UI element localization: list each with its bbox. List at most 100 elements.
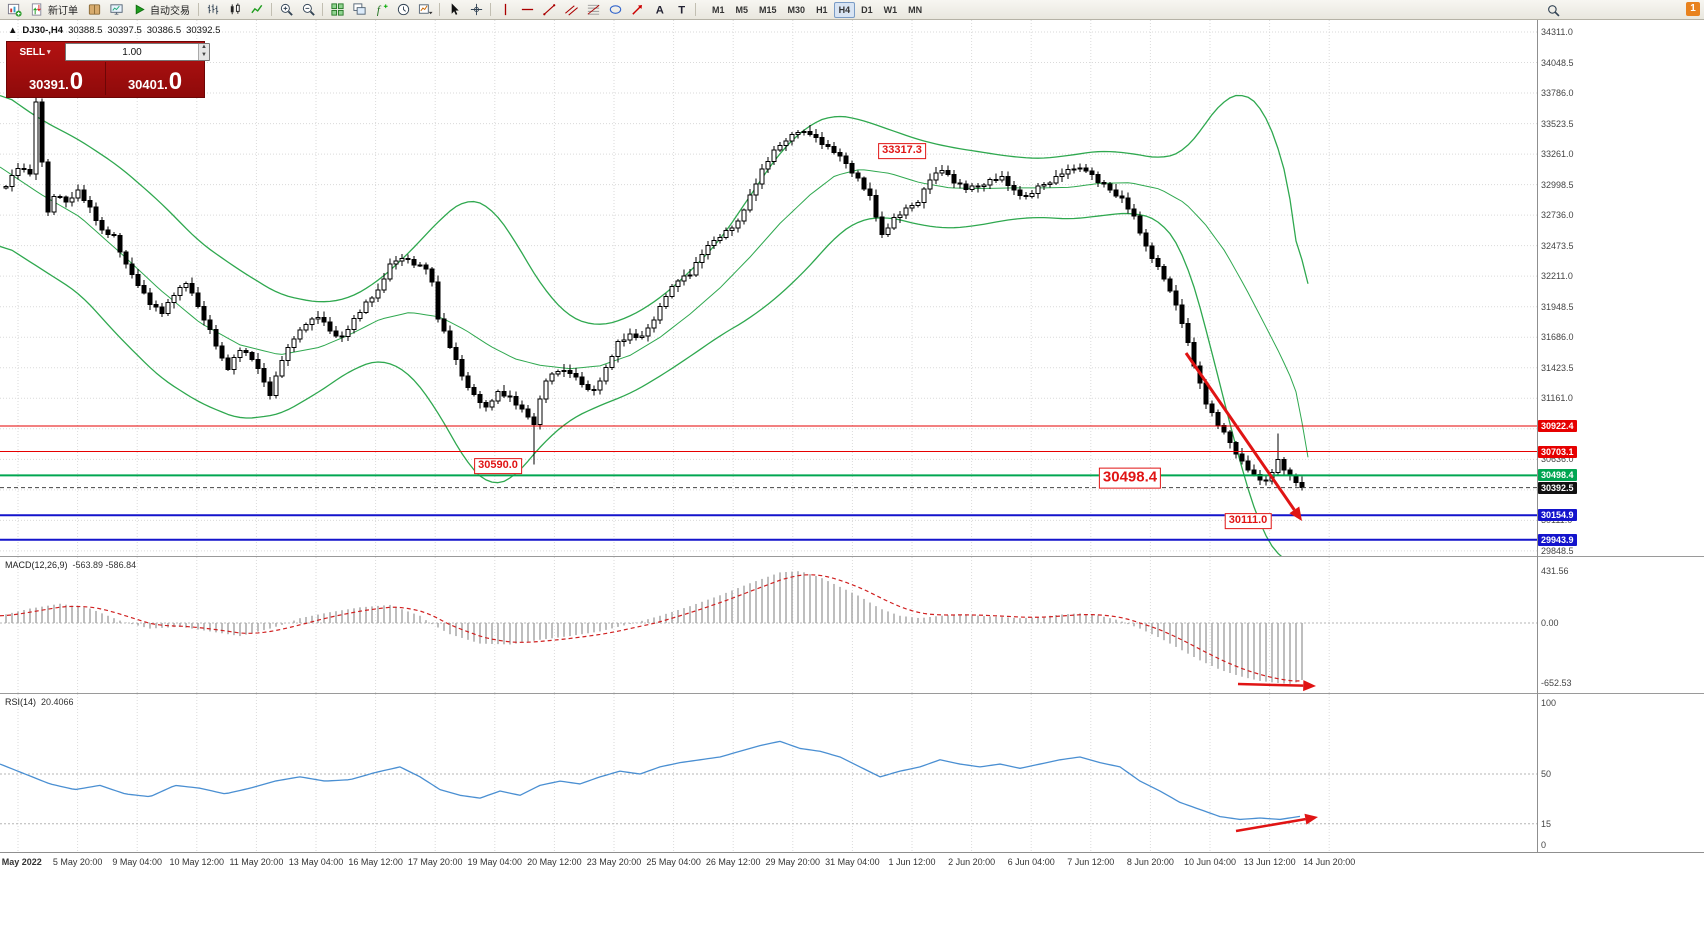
arrows-button[interactable]	[626, 0, 648, 19]
cascade-windows-icon	[352, 3, 366, 15]
volume-stepper[interactable]: ▲ ▼	[198, 44, 209, 60]
crosshair-icon	[470, 3, 482, 16]
pane-separator[interactable]	[0, 556, 1704, 557]
new-order-button[interactable]: 新订单	[25, 0, 83, 19]
fibonacci-button[interactable]	[582, 0, 604, 19]
price-tick: 32473.5	[1541, 240, 1574, 251]
chart-line-button[interactable]	[246, 0, 268, 19]
time-tick: 25 May 04:00	[646, 857, 701, 867]
zoom-in-button[interactable]	[275, 0, 297, 19]
toolbar-separator	[695, 3, 696, 16]
price-tick: 0.00	[1541, 618, 1559, 628]
indicators-button[interactable]: f	[370, 0, 392, 19]
volume-input[interactable]	[66, 44, 198, 60]
timeframe-m15[interactable]: M15	[759, 4, 777, 15]
time-tick: 10 Jun 04:00	[1183, 857, 1237, 867]
indicators-icon: f	[376, 4, 388, 16]
timeframe-h4[interactable]: H4	[833, 1, 856, 18]
chart-bars-button[interactable]	[202, 0, 224, 19]
price-tick: 15	[1541, 818, 1552, 829]
time-tick: 16 May 12:00	[348, 857, 403, 867]
timeframe-h1[interactable]: H1	[816, 4, 828, 15]
shapes-icon	[609, 5, 621, 14]
time-tick: 26 May 12:00	[705, 857, 761, 867]
price-level-badge: 30392.5	[1538, 481, 1577, 494]
channel-button[interactable]	[560, 0, 582, 19]
history-center-button[interactable]	[83, 0, 105, 19]
main-toolbar: 新订单 自动交易 f A T M1 M5 M15 M30 H1 H4 D1 W1 MN 1	[0, 0, 1704, 20]
cascade-windows-button[interactable]	[348, 0, 370, 19]
buy-button[interactable]: BUY ▾	[212, 42, 268, 62]
buy-price[interactable]: 30401. 0	[106, 62, 204, 95]
search-button[interactable]	[1542, 1, 1564, 20]
chart-candles-button[interactable]	[224, 0, 246, 19]
timeframe-toolbar: M1 M5 M15 M30 H1 H4 D1 W1 MN	[707, 1, 927, 18]
sell-label: SELL	[19, 46, 46, 58]
periods-button[interactable]	[392, 0, 414, 19]
price-level-badge: 30498.4	[1538, 469, 1577, 482]
rsi-pane[interactable]	[0, 694, 1537, 852]
rsi-label: RSI(14) 20.4066	[5, 697, 74, 707]
zoom-out-button[interactable]	[297, 0, 319, 19]
time-tick: 10 May 12:00	[169, 857, 225, 867]
buy-price-big: 0	[168, 68, 183, 95]
new-chart-icon	[7, 3, 22, 17]
price-level-badge: 30703.1	[1538, 445, 1577, 458]
volume-up-icon[interactable]: ▲	[201, 44, 207, 50]
new-order-icon	[31, 3, 42, 16]
market-watch-button[interactable]	[105, 0, 127, 19]
toolbar-separator	[198, 3, 199, 16]
text-a-icon: A	[655, 5, 663, 17]
trendline-icon	[542, 4, 555, 16]
shapes-button[interactable]	[604, 0, 626, 19]
timeframe-w1[interactable]: W1	[883, 4, 898, 15]
time-tick: 31 May 04:00	[825, 857, 880, 867]
price-tick: 32736.0	[1541, 210, 1574, 221]
timeframe-mn[interactable]: MN	[908, 4, 923, 15]
main-chart-pane[interactable]	[0, 20, 1537, 556]
price-tick: 33523.5	[1541, 118, 1574, 129]
svg-text:f: f	[376, 4, 381, 16]
toolbar-separator	[439, 3, 440, 16]
pane-separator[interactable]	[0, 693, 1704, 694]
autotrade-icon	[135, 4, 145, 15]
arrows-tool-icon	[631, 5, 642, 15]
tile-windows-button[interactable]	[326, 0, 348, 19]
zoom-out-icon	[302, 3, 315, 16]
notification-badge[interactable]: 1	[1686, 2, 1700, 16]
timeframe-d1[interactable]: D1	[861, 4, 873, 15]
new-chart-button[interactable]	[3, 0, 25, 19]
macd-pane[interactable]	[0, 557, 1537, 693]
timeframe-m1[interactable]: M1	[712, 4, 725, 15]
templates-button[interactable]	[414, 0, 436, 19]
macd-title: MACD(12,26,9)	[5, 560, 68, 570]
sell-button[interactable]: SELL ▾	[7, 42, 63, 62]
timeframe-m5[interactable]: M5	[735, 4, 749, 15]
text-button[interactable]: A	[648, 0, 670, 19]
price-tick: 50	[1541, 769, 1552, 779]
crosshair-button[interactable]	[465, 0, 487, 19]
time-tick: 7 Jun 12:00	[1067, 857, 1115, 867]
horizontal-line-button[interactable]	[516, 0, 538, 19]
rsi-value: 20.4066	[41, 697, 74, 707]
label-button[interactable]: T	[670, 0, 692, 19]
vertical-line-button[interactable]	[494, 0, 516, 19]
templates-icon	[418, 4, 433, 15]
channel-icon	[564, 5, 578, 16]
price-tick: 31161.0	[1541, 393, 1573, 404]
price-tick: 31423.5	[1541, 362, 1574, 373]
price-tick: 33261.0	[1541, 149, 1574, 160]
time-tick: 20 May 12:00	[527, 857, 582, 867]
price-tick: -652.53	[1541, 678, 1572, 688]
trendline-button[interactable]	[538, 0, 560, 19]
toolbar-separator	[322, 3, 323, 16]
volume-down-icon[interactable]: ▼	[201, 52, 207, 58]
price-level-badge: 30922.4	[1538, 420, 1577, 433]
time-tick: 14 Jun 20:00	[1303, 857, 1356, 867]
sell-price[interactable]: 30391. 0	[7, 62, 106, 95]
market-watch-icon	[109, 4, 123, 15]
timeframe-m30[interactable]: M30	[787, 4, 806, 15]
cursor-button[interactable]	[443, 0, 465, 19]
time-tick: 13 May 04:00	[288, 857, 344, 867]
autotrading-button[interactable]: 自动交易	[127, 0, 195, 19]
